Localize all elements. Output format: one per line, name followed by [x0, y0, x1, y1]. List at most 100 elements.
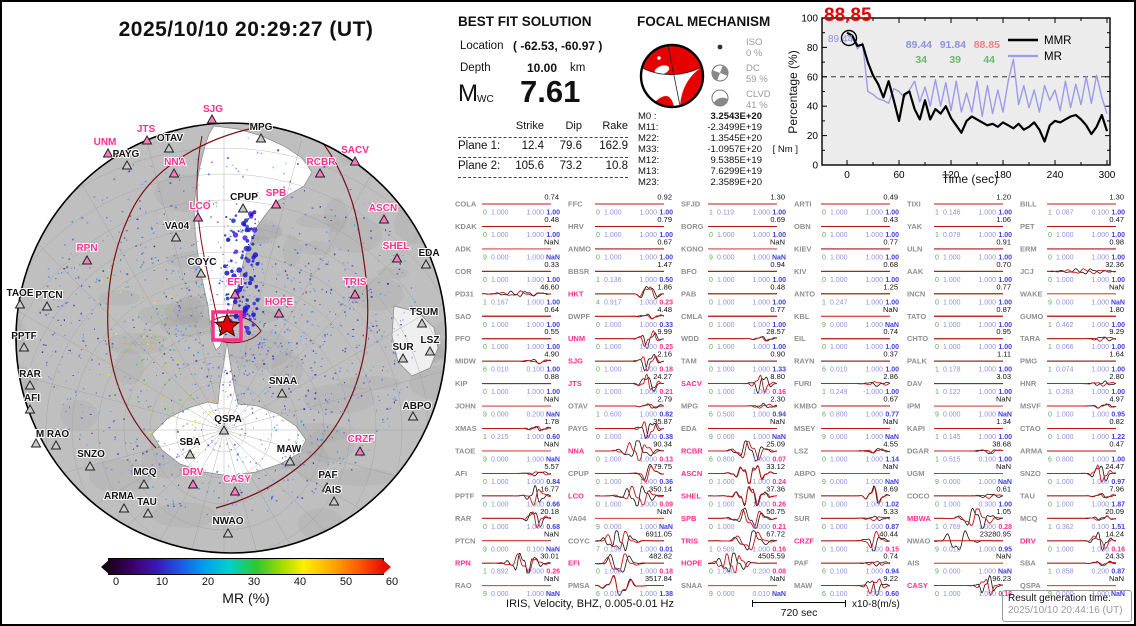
svg-text:1.000: 1.000 [865, 546, 883, 553]
svg-text:4505.59: 4505.59 [758, 552, 785, 561]
svg-text:0.26: 0.26 [546, 569, 560, 576]
svg-text:34: 34 [915, 54, 927, 66]
svg-text:1.000: 1.000 [1056, 254, 1074, 261]
svg-text:1.000: 1.000 [830, 232, 848, 239]
svg-text:9: 9 [483, 254, 487, 261]
svg-text:0.215: 0.215 [491, 434, 509, 441]
map-station-RAO: RAO [46, 428, 70, 450]
svg-text:1.000: 1.000 [978, 322, 996, 329]
svg-text:1.00: 1.00 [885, 232, 899, 239]
svg-text:0: 0 [709, 367, 713, 374]
trace-row-SBA: SBA 24.33 1 0.858 0.200 0.87 [1020, 552, 1125, 576]
svg-text:9: 9 [935, 479, 939, 486]
svg-text:0: 0 [822, 254, 826, 261]
svg-text:0.100: 0.100 [526, 367, 544, 374]
svg-text:1.000: 1.000 [717, 501, 735, 508]
y-axis-label: Percentage (%) [786, 50, 800, 134]
svg-text:1.000: 1.000 [1091, 299, 1109, 306]
svg-text:ANTO: ANTO [794, 289, 815, 298]
result-time-box [1002, 590, 1132, 622]
svg-text:6911.05: 6911.05 [645, 529, 672, 538]
trace-row-ANTO: ANTO 1.25 1 0.247 1.000 1.00 [794, 282, 899, 306]
svg-text:NaN: NaN [1111, 591, 1125, 598]
svg-text:NaN: NaN [544, 395, 559, 404]
svg-text:9.99: 9.99 [657, 327, 672, 336]
colorbar-tick: 50 [339, 576, 353, 588]
colorbar-right-arrow [382, 559, 391, 575]
svg-text:NaN: NaN [770, 574, 785, 583]
depth-value: 10.00 [527, 61, 558, 75]
svg-text:1.000: 1.000 [865, 299, 883, 306]
iso-block: ISO 0 % [746, 37, 762, 59]
svg-text:1.000: 1.000 [752, 501, 770, 508]
svg-text:1.000: 1.000 [526, 434, 544, 441]
svg-text:EDA: EDA [418, 248, 439, 259]
svg-text:0: 0 [596, 322, 600, 329]
svg-text:80: 80 [807, 43, 819, 54]
svg-text:AIS: AIS [325, 485, 342, 496]
trace-row-TIXI: TIXI 1.20 1 0.146 1.000 1.00 [907, 193, 1012, 217]
svg-text:FURI: FURI [794, 379, 812, 388]
svg-text:DRV: DRV [1020, 536, 1036, 545]
svg-text:9: 9 [483, 456, 487, 463]
svg-text:24.47: 24.47 [1105, 462, 1124, 471]
svg-text:0.010: 0.010 [604, 591, 622, 598]
result-time-label: Result generation time: [1008, 593, 1111, 604]
svg-text:1.000: 1.000 [1056, 501, 1074, 508]
svg-text:NaN: NaN [544, 574, 559, 583]
svg-text:6: 6 [483, 367, 487, 374]
svg-text:0.122: 0.122 [943, 389, 961, 396]
svg-text:0.000: 0.000 [1056, 299, 1074, 306]
svg-text:1.00: 1.00 [772, 210, 786, 217]
map-station-TSUM: TSUM [409, 306, 439, 328]
svg-text:1.000: 1.000 [943, 501, 961, 508]
svg-text:1.25: 1.25 [883, 282, 898, 291]
map-station-SNZO: SNZO [76, 448, 106, 471]
magnitude-symbol: M [458, 80, 478, 107]
svg-text:0.18: 0.18 [659, 367, 673, 374]
svg-text:MSVF: MSVF [1020, 402, 1041, 411]
svg-text:0.28: 0.28 [998, 524, 1012, 531]
svg-text:1.000: 1.000 [526, 591, 544, 598]
svg-text:9: 9 [935, 569, 939, 576]
svg-text:BORG: BORG [681, 222, 704, 231]
svg-text:6: 6 [822, 367, 826, 374]
svg-text:0.21: 0.21 [659, 389, 673, 396]
svg-text:33.12: 33.12 [766, 462, 785, 471]
svg-text:9: 9 [1048, 591, 1052, 598]
svg-text:1.00: 1.00 [998, 501, 1012, 508]
tensor-row: M33: -1.0957E+20 [ Nm ] [638, 144, 798, 155]
trace-row-PMG: PMG 1.64 1 0.074 1.000 1.00 [1020, 350, 1125, 374]
svg-text:0: 0 [935, 591, 939, 598]
svg-text:1.000: 1.000 [752, 254, 770, 261]
best-fit-title: BEST FIT SOLUTION [458, 14, 592, 29]
svg-text:TAOE: TAOE [6, 288, 33, 299]
svg-text:0.21: 0.21 [772, 524, 786, 531]
svg-text:TATO: TATO [907, 312, 926, 321]
trace-row-HNR: HNR 2.80 1 0.283 1.000 1.00 [1020, 372, 1125, 396]
trace-row-MAW: MAW 9.22 6 0.100 1.000 0.60 [794, 574, 899, 598]
svg-text:QSPA: QSPA [214, 414, 242, 425]
svg-text:1.000: 1.000 [752, 299, 770, 306]
svg-text:1: 1 [1048, 322, 1052, 329]
svg-text:PAF: PAF [318, 470, 337, 481]
svg-text:1.000: 1.000 [1091, 456, 1109, 463]
svg-text:1: 1 [935, 456, 939, 463]
svg-text:OTAV: OTAV [157, 133, 184, 144]
moment-tensor-list: M0 : 3.2543E+20 M11: -2.3499E+19 M22: 1.… [638, 111, 798, 188]
svg-text:1.00: 1.00 [659, 210, 673, 217]
svg-text:1.000: 1.000 [639, 232, 657, 239]
svg-text:0.48: 0.48 [770, 282, 785, 291]
svg-text:JOHN: JOHN [455, 402, 476, 411]
